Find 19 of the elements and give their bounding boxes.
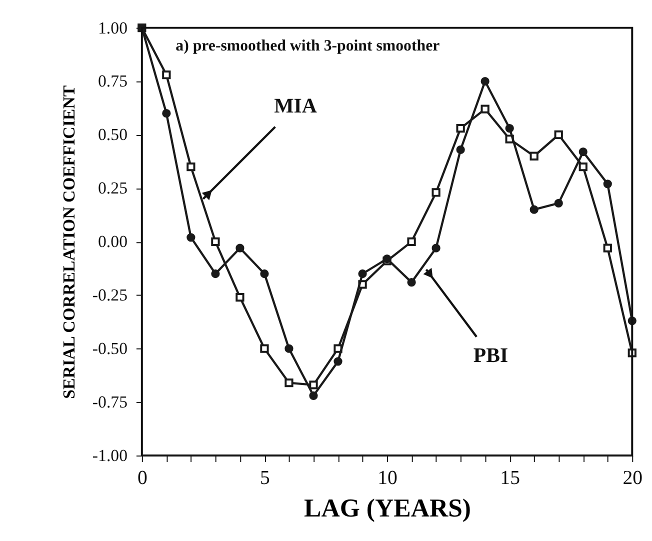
y-tick-label: -0.50: [92, 339, 128, 358]
y-tick-label: -1.00: [92, 446, 128, 465]
y-tick-label: -0.75: [92, 392, 128, 412]
x-tick-label: 5: [260, 466, 270, 489]
x-tick-label: 0: [137, 466, 148, 489]
x-tick-label: 15: [500, 466, 520, 489]
y-tick-label: 0.00: [98, 232, 128, 252]
y-tick-label: 0.50: [98, 125, 128, 144]
x-axis-title: LAG (YEARS): [304, 494, 472, 523]
y-tick-label: -0.25: [92, 286, 128, 305]
y-axis-title: SERIAL CORRELATION COEFFICIENT: [60, 85, 79, 399]
y-tick-label: 0.75: [98, 72, 128, 91]
text: a) pre-smoothed with 3-point smoother: [176, 38, 440, 55]
x-tick-label: 20: [622, 466, 643, 489]
annotation: PBI: [473, 342, 508, 367]
annotation: MIA: [274, 94, 317, 118]
y-tick-label: 1.00: [98, 18, 128, 38]
y-tick-label: 0.25: [98, 178, 128, 198]
x-tick-label: 10: [378, 466, 398, 489]
